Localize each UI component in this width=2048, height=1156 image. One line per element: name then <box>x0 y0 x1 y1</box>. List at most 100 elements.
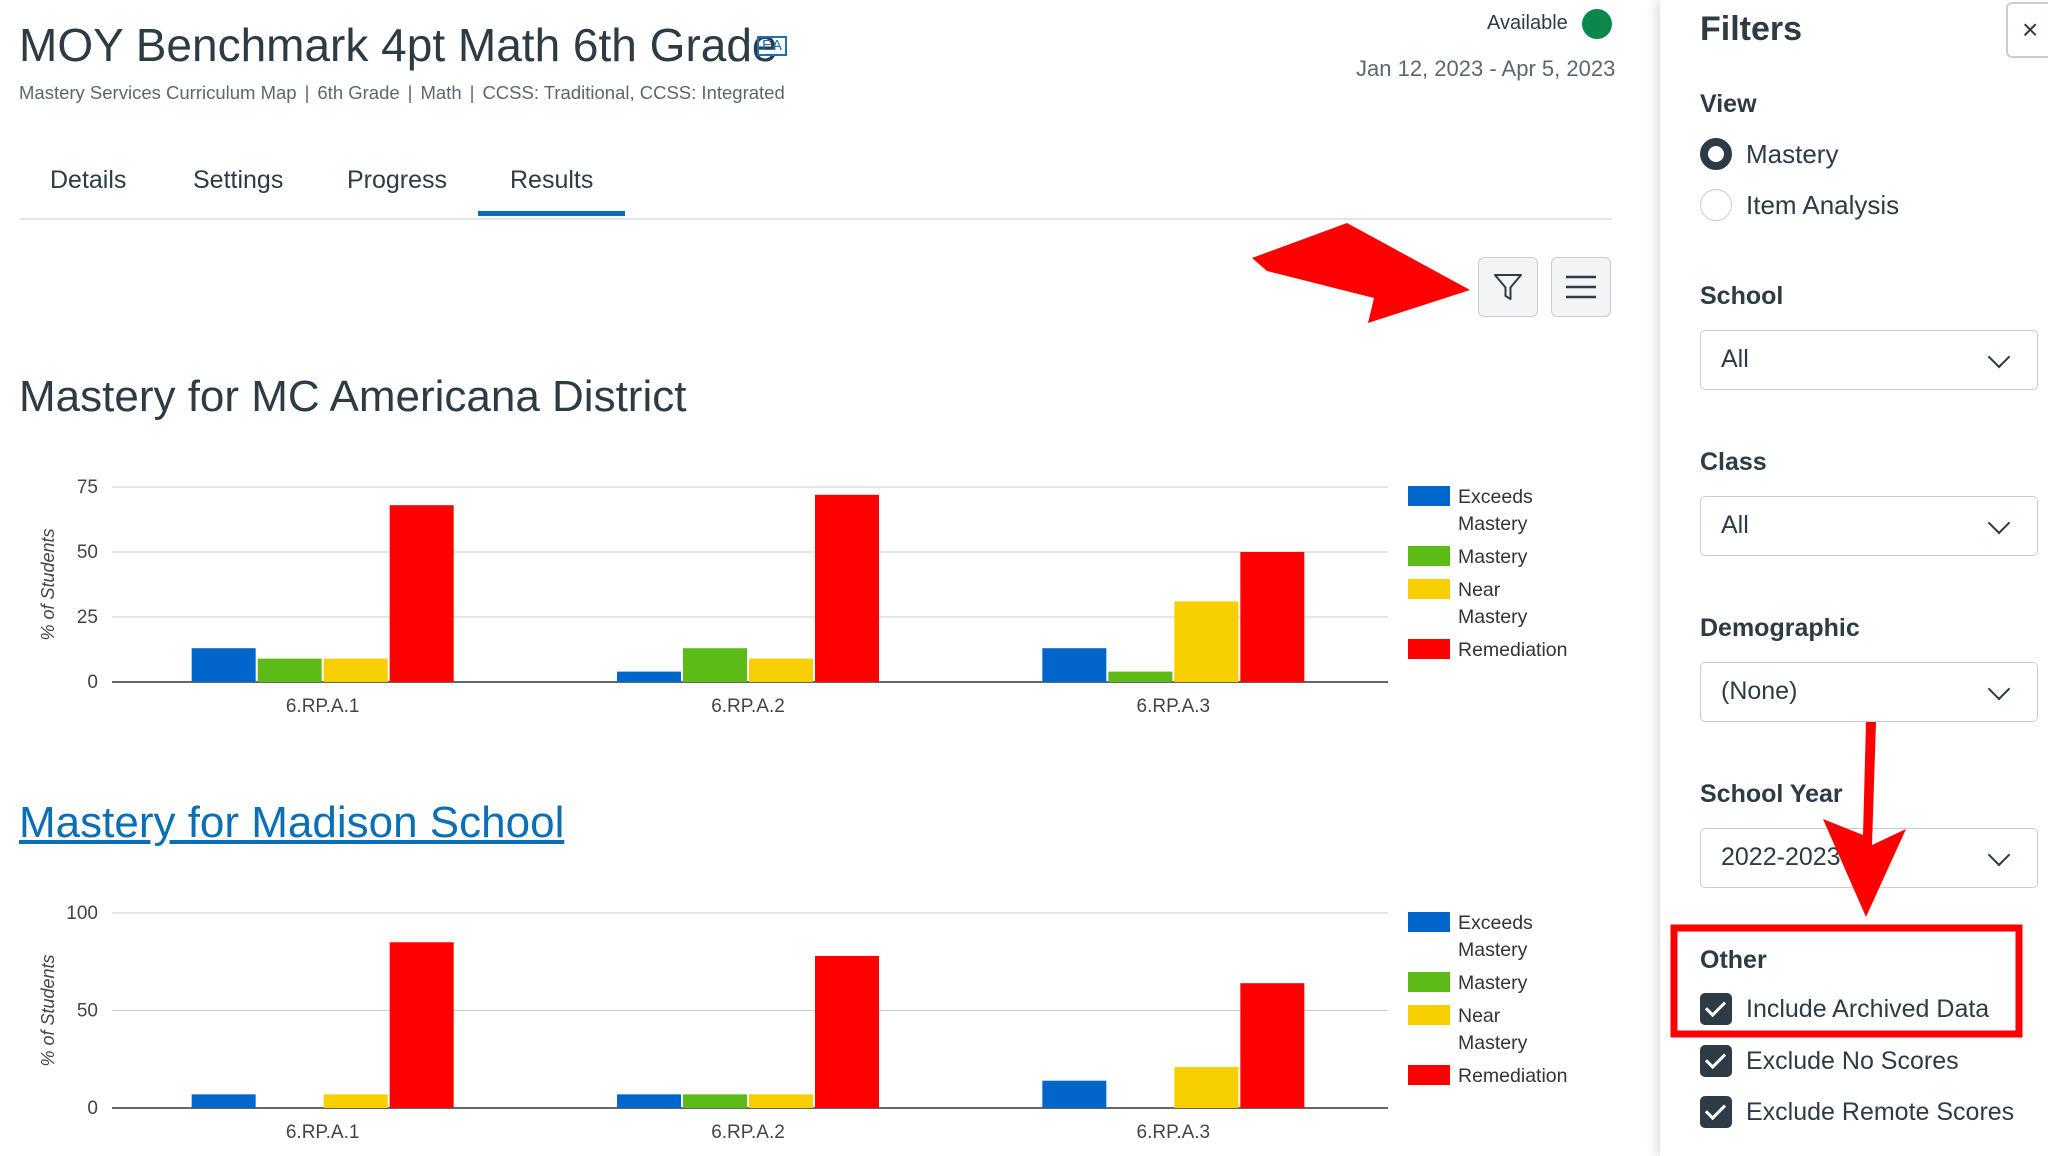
include-archived-checkbox[interactable]: Include Archived Data <box>1700 993 1989 1025</box>
legend-label: Remediation <box>1458 1065 1568 1087</box>
annotation-overlay <box>1670 722 2023 1038</box>
legend-swatch <box>1408 972 1450 992</box>
bar[interactable] <box>323 658 388 682</box>
bar[interactable] <box>191 648 256 682</box>
y-tick-label: 0 <box>87 1098 98 1119</box>
class-select[interactable]: All <box>1700 496 2038 556</box>
legend-swatch <box>1408 639 1450 659</box>
tab-results[interactable]: Results <box>477 166 626 216</box>
date-range: Jan 12, 2023 - Apr 5, 2023 <box>1356 56 1616 81</box>
bar[interactable] <box>323 1094 388 1108</box>
bar[interactable] <box>815 955 879 1108</box>
close-icon: × <box>2022 14 2039 45</box>
legend-item: Exceeds Mastery <box>1408 484 1568 538</box>
checkbox-checked-icon[interactable] <box>1700 1096 1732 1128</box>
checkbox-label: Include Archived Data <box>1746 994 1990 1023</box>
legend-label: Near Mastery <box>1458 1005 1528 1054</box>
view-label: View <box>1700 90 1757 118</box>
status-indicator <box>1582 9 1612 39</box>
filters-panel: Filters × View Mastery Item Analysis Sch… <box>1660 0 2048 1156</box>
main-content: MOY Benchmark 4pt Math 6th Grade EA Mast… <box>19 9 1616 1143</box>
select-value: All <box>1721 345 1749 373</box>
demographic-label: Demographic <box>1700 614 1860 642</box>
checkbox-checked-icon[interactable] <box>1700 993 1732 1025</box>
bar[interactable] <box>749 1094 813 1108</box>
x-tick-label: 6.RP.A.1 <box>286 696 360 717</box>
school-select[interactable]: All <box>1700 330 2038 390</box>
section-title-school[interactable]: Mastery for Madison School <box>19 798 564 848</box>
x-tick-label: 6.RP.A.1 <box>286 1122 360 1143</box>
radio-checked-icon[interactable] <box>1700 138 1732 170</box>
annotation-arrow-other <box>1823 722 1906 917</box>
school-year-label: School Year <box>1700 780 1843 808</box>
bar[interactable] <box>257 658 322 682</box>
bar[interactable] <box>389 942 454 1108</box>
legend-swatch <box>1408 486 1450 506</box>
bar[interactable] <box>617 671 681 682</box>
bar[interactable] <box>617 1094 681 1108</box>
legend-label: Near Mastery <box>1458 579 1528 628</box>
bar[interactable] <box>1042 648 1107 682</box>
demographic-select[interactable]: (None) <box>1700 662 2038 722</box>
view-radio-item-analysis[interactable]: Item Analysis <box>1700 189 1899 221</box>
exclude-no-scores-checkbox[interactable]: Exclude No Scores <box>1700 1045 1959 1077</box>
bar[interactable] <box>1042 1080 1107 1108</box>
y-tick-label: 50 <box>77 1001 98 1022</box>
view-radio-mastery[interactable]: Mastery <box>1700 138 1838 170</box>
annotation-highlight-box <box>1670 924 2023 1038</box>
bar[interactable] <box>389 505 454 682</box>
legend-label: Mastery <box>1458 546 1528 568</box>
tab-progress[interactable]: Progress <box>347 166 448 194</box>
select-value: All <box>1721 511 1749 539</box>
x-tick-label: 6.RP.A.2 <box>711 1122 785 1143</box>
bar[interactable] <box>191 1094 256 1108</box>
hamburger-menu-icon <box>1566 275 1596 299</box>
radio-label: Mastery <box>1746 138 1839 169</box>
legend-label: Exceeds Mastery <box>1458 912 1533 961</box>
bar[interactable] <box>1174 1067 1239 1108</box>
bar[interactable] <box>683 1094 747 1108</box>
checkbox-label: Exclude Remote Scores <box>1746 1097 2015 1126</box>
y-tick-label: 100 <box>66 903 98 924</box>
breadcrumb-separator: | <box>304 82 310 103</box>
close-filters-button[interactable]: × <box>2006 2 2048 58</box>
chart-legend: Exceeds Mastery Mastery Near Mastery Remedi… <box>1408 910 1568 1096</box>
bar[interactable] <box>1240 552 1305 682</box>
breadcrumb-separator: | <box>469 82 475 103</box>
legend-item: Near Mastery <box>1408 1003 1568 1057</box>
other-label: Other <box>1700 946 1767 974</box>
tab-details[interactable]: Details <box>50 166 127 194</box>
bar[interactable] <box>1108 671 1173 682</box>
legend-item: Remediation <box>1408 637 1568 664</box>
menu-button[interactable] <box>1551 257 1611 317</box>
filter-button[interactable] <box>1478 257 1538 317</box>
legend-swatch <box>1408 546 1450 566</box>
legend-swatch <box>1408 1065 1450 1085</box>
x-tick-label: 6.RP.A.3 <box>1137 696 1211 717</box>
select-value: 2022-2023 <box>1721 843 1841 871</box>
bar[interactable] <box>1174 601 1239 682</box>
mastery-chart-district: 0 25 50 75 % of Students 6.RP.A.1 6.RP.A.2 6.RP… <box>38 477 1388 717</box>
bar[interactable] <box>749 658 813 682</box>
legend-swatch <box>1408 1005 1450 1025</box>
bar[interactable] <box>1240 983 1305 1108</box>
y-tick-label: 75 <box>77 477 98 498</box>
checkbox-checked-icon[interactable] <box>1700 1045 1732 1077</box>
school-link[interactable]: Mastery for Madison School <box>19 798 565 847</box>
legend-item: Mastery <box>1408 544 1568 571</box>
tab-settings[interactable]: Settings <box>193 166 284 194</box>
radio-unchecked-icon[interactable] <box>1700 189 1732 221</box>
legend-item: Remediation <box>1408 1063 1568 1090</box>
legend-swatch <box>1408 579 1450 599</box>
y-axis-label: % of Students <box>38 954 58 1066</box>
status-text: Available <box>1487 12 1568 34</box>
x-tick-label: 6.RP.A.2 <box>711 696 785 717</box>
bar[interactable] <box>683 648 747 682</box>
bar[interactable] <box>815 494 879 682</box>
school-label: School <box>1700 282 1784 310</box>
ea-badge: EA <box>757 36 788 56</box>
exclude-remote-scores-checkbox[interactable]: Exclude Remote Scores <box>1700 1096 2014 1128</box>
filter-icon <box>1494 274 1522 300</box>
select-value: (None) <box>1721 677 1798 705</box>
class-label: Class <box>1700 448 1767 476</box>
